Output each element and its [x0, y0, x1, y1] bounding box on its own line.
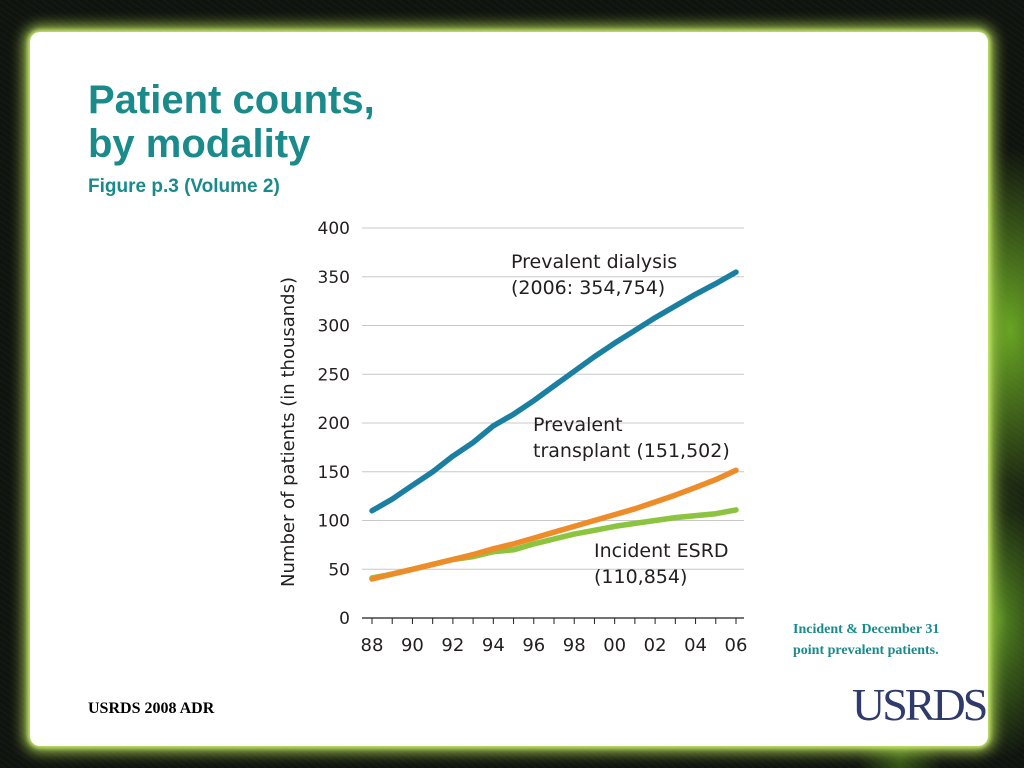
y-tick-label-350: 350: [318, 268, 350, 288]
slide-title-line1: Patient counts,: [88, 78, 375, 122]
figure-subtitle: Figure p.3 (Volume 2): [88, 176, 280, 197]
axis-ticks: 0 50 100 150 200 250 300 350 400 88 90 92 94 96 98 00 02…: [318, 219, 748, 656]
footer-source: USRDS 2008 ADR: [88, 700, 215, 717]
x-tick-label-88: 88: [361, 635, 384, 656]
patient-counts-chart: 0 50 100 150 200 250 300 350 400 88 90 92 94 96 98 00 02…: [278, 219, 748, 656]
y-tick-label-300: 300: [318, 317, 350, 337]
series-lines: [369, 269, 739, 582]
series-label-transplant-line1: Prevalent: [533, 414, 623, 436]
series-labels: Prevalent dialysis (2006: 354,754) Prevale…: [511, 251, 730, 588]
y-tick-label-0: 0: [339, 609, 350, 629]
y-tick-label-250: 250: [318, 365, 350, 385]
series-label-transplant-line2: transplant (151,502): [533, 440, 730, 462]
y-tick-label-150: 150: [318, 463, 350, 483]
y-tick-label-50: 50: [328, 560, 350, 580]
slide-title: Patient counts, by modality: [88, 78, 375, 166]
x-tick-label-06: 06: [725, 635, 748, 656]
slide-title-line2: by modality: [88, 122, 311, 166]
y-axis-label: Number of patients (in thousands): [278, 277, 299, 587]
x-tick-label-96: 96: [522, 635, 545, 656]
footnote-text: Incident & December 31 point prevalent p…: [793, 622, 940, 658]
series-line-transplant: [369, 467, 739, 582]
series-line-dialysis: [369, 269, 739, 514]
x-tick-label-00: 00: [603, 635, 626, 656]
x-tick-label-90: 90: [401, 635, 424, 656]
series-label-dialysis-line1: Prevalent dialysis: [511, 251, 677, 273]
x-tick-label-98: 98: [563, 635, 586, 656]
x-tick-label-02: 02: [644, 635, 667, 656]
x-tick-label-92: 92: [441, 635, 464, 656]
slide-panel: [30, 32, 988, 746]
series-label-incident-line2: (110,854): [594, 566, 687, 588]
y-tick-label-400: 400: [318, 219, 350, 239]
usrds-logo: USRDS: [852, 679, 988, 730]
series-label-incident-line1: Incident ESRD: [594, 540, 729, 562]
y-tick-label-100: 100: [318, 512, 350, 532]
series-label-dialysis-line2: (2006: 354,754): [511, 277, 665, 299]
grid-lines: [362, 227, 744, 570]
x-tick-label-04: 04: [684, 635, 707, 656]
x-tick-label-94: 94: [482, 635, 505, 656]
y-tick-label-200: 200: [318, 414, 350, 434]
